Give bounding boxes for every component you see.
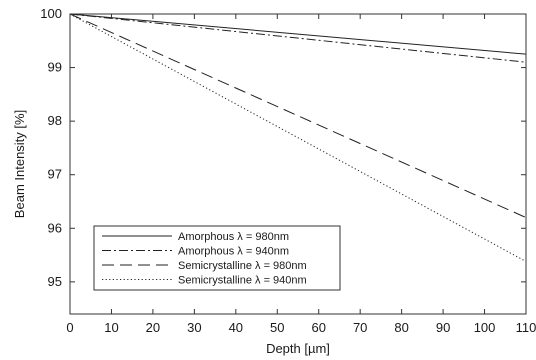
plot-frame (69, 13, 527, 315)
x-tick-label: 30 (187, 320, 201, 335)
series-line-2 (69, 13, 527, 63)
y-tick-label: 97 (48, 167, 62, 182)
x-tick-label: 90 (436, 320, 450, 335)
y-tick-label: 100 (40, 6, 62, 21)
legend-label-3: Semicrystalline λ = 980nm (178, 260, 307, 272)
legend-label-4: Semicrystalline λ = 940nm (178, 275, 307, 287)
legend: Amorphous λ = 980nm Amorphous λ = 940nm Se… (93, 225, 341, 291)
legend-label-1: Amorphous λ = 980nm (178, 231, 289, 243)
y-tick-label: 96 (48, 220, 62, 235)
y-tick-label: 99 (48, 60, 62, 75)
legend-label-2: Amorphous λ = 940nm (178, 246, 289, 258)
x-tick-label: 20 (146, 320, 160, 335)
x-tick-label: 70 (353, 320, 367, 335)
series-layer (69, 13, 527, 262)
x-tick-label: 100 (474, 320, 496, 335)
x-tick-label: 110 (516, 320, 536, 335)
axes-layer: 0 10 20 30 40 50 60 70 80 90 100 110 95 96 97 98 99 100 (40, 6, 536, 335)
x-tick-label: 60 (311, 320, 325, 335)
x-tick-label: 10 (104, 320, 118, 335)
y-tick-label: 98 (48, 113, 62, 128)
x-tick-label: 40 (229, 320, 243, 335)
x-tick-label: 50 (270, 320, 284, 335)
y-axis-label: Beam Intensity [%] (12, 110, 27, 218)
series-line-3 (69, 13, 527, 219)
series-line-1 (69, 13, 527, 55)
x-axis-label: Depth [µm] (266, 341, 330, 356)
x-tick-label: 80 (394, 320, 408, 335)
y-tick-label: 95 (48, 274, 62, 289)
series-line-4 (69, 13, 527, 262)
x-tick-label: 0 (66, 320, 73, 335)
